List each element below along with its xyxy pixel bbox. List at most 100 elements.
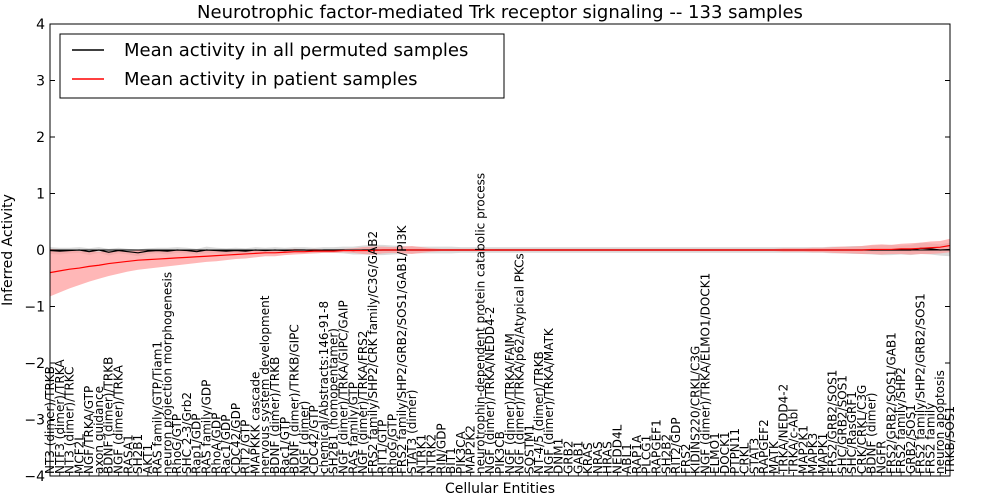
x-tick-label: SHC 2-3/Grb2 [180, 392, 194, 474]
x-tick-label: TRKA/c-Abl [786, 409, 800, 475]
x-tick-label: chemical/Abstracts:146-91-8 [317, 301, 331, 474]
series-line-patient [49, 244, 951, 274]
x-tick-label: MATK [767, 440, 781, 474]
x-tick-label: SQSTM1 [522, 424, 536, 474]
x-tick-label: NEDD4L [610, 424, 624, 474]
y-tick-label: −3 [24, 413, 45, 429]
x-tick-label: RhoG/GTP [385, 414, 399, 474]
x-tick-label: NRAS [591, 441, 605, 474]
x-tick-label: SH2B1 (homopentamer) [327, 328, 341, 474]
x-tick-label: RIT2/GTP [239, 420, 253, 474]
x-tick-label: NGF (dimer)/TRKA/FAIM [503, 333, 517, 474]
x-tick-label: NTRK2 [425, 434, 439, 474]
x-tick-label: KRAS [581, 442, 595, 474]
x-tick-label: NTF3 (dimer)/TRKA [53, 359, 67, 474]
x-tick-label: NGF (dimer)/TRKA/FRS2 [356, 331, 370, 474]
y-tick-label: 2 [36, 130, 45, 146]
x-tick-label: DNM1 [552, 438, 566, 474]
x-tick-label: NGF (dimer)/TRKA/ELMO1/DOCK1 [698, 273, 712, 474]
x-tick-label: NGF (dimer)/TRKA/MATK [542, 327, 556, 474]
x-tick-label: FRS2 family/SHP2 [894, 367, 908, 474]
x-tick-label: SH2B2 [659, 434, 673, 474]
x-tick-label: FRS2 family/SHP2/CRK family/C3G/GAB2 [366, 231, 380, 474]
x-tick-label: PIK3CA [454, 430, 468, 474]
x-tick-label: NGF (dimer) [297, 401, 311, 474]
y-tick-label: −2 [24, 356, 45, 372]
x-tick-label: MAPK3 [806, 433, 820, 474]
x-tick-label: FRS2 [679, 444, 693, 475]
y-axis-label: Inferred Activity [0, 194, 16, 306]
x-tick-label: FRS2 family/SHP2/GRB2/SOS1 [914, 293, 928, 474]
x-tick-label: STAT3 (dimer) [405, 390, 419, 474]
x-tick-label: PTPN11 [728, 428, 742, 474]
y-tick-label: −1 [24, 300, 45, 316]
legend-box [59, 33, 505, 99]
x-tick-label: TRKA/NEDD4-2 [777, 384, 791, 475]
x-tick-label: RhoG/GTP [170, 414, 184, 474]
x-tick-label: BDNF (dimer)/TRKB [268, 357, 282, 474]
legend: Mean activity in all permuted samples Mea… [59, 33, 505, 99]
x-tick-label: NGF (dimer)/TRKA/GIPC/GAIP [336, 300, 350, 474]
x-tick-label: FRS2/GRB2/SOS1/GAB1 [884, 332, 898, 474]
y-tick-label: 4 [36, 17, 45, 33]
x-tick-label: BDNF (dimer)/TRKB/GIPC [288, 324, 302, 474]
legend-label: Mean activity in patient samples [124, 69, 418, 90]
x-axis-label: Cellular Entities [445, 481, 555, 497]
x-tick-label: CDC42/GTP [307, 405, 321, 474]
x-tick-label: CRKL [738, 442, 752, 474]
x-tick-label: SHC/GRB2/SOS1 [835, 375, 849, 474]
x-tick-label: RAPGEF2 [757, 419, 771, 474]
x-tick-label: Rac1/GTP [278, 417, 292, 474]
x-tick-label: NGF/TRKA/GTP [82, 386, 96, 474]
x-tick-label: HRAS [601, 441, 615, 474]
x-tick-label: PLCG1 [640, 435, 654, 474]
x-tick-label: AKT1 [141, 444, 155, 474]
x-tick-label: CDC42/GDP [229, 403, 243, 474]
x-tick-label: MAP2K1 [796, 425, 810, 474]
x-tick-label: KIDINS220/CRKL/C3G [689, 346, 703, 474]
x-tick-label: RIN/GDP [434, 423, 448, 474]
x-tick-label: RIT1/GTP [376, 420, 390, 474]
legend-label: Mean activity in all permuted samples [124, 40, 468, 61]
x-tick-label: SHC/RasGRF1 [845, 391, 859, 474]
x-tick-label: axon guidance [92, 386, 106, 474]
x-tick-label: neurotrophin-dependent protein catabolic… [473, 173, 487, 474]
x-tick-label: nervous system development [258, 295, 272, 474]
x-tick-label: RhoA/GDP [209, 413, 223, 474]
x-tick-label: RAP1A [630, 434, 644, 474]
x-tick-label: PIK3CB [493, 431, 507, 474]
y-tick-label: 1 [36, 187, 45, 203]
x-tick-label: GRB2 [561, 440, 575, 474]
x-tick-label: NT-4/5 (dimer)/TRKB [532, 351, 546, 474]
x-tick-label: NGF (dimer)/TRKA/p62/Atypical PKCs [513, 253, 527, 474]
x-tick-label: GAB1 [571, 441, 585, 474]
x-tick-label: CRK/CRKL/C3G [855, 385, 869, 474]
x-tick-label: NT3 (dimer)/TRKC [63, 367, 77, 474]
x-tick-label: GRB2/SOS1 [904, 404, 918, 474]
x-tick-label: RAPGEF1 [650, 419, 664, 474]
x-tick-label: FRS2 family [923, 403, 937, 474]
x-tick-label: BDNF (dimer) [865, 393, 879, 475]
x-tick-label: MAPK1 [816, 433, 830, 474]
y-tick-label: 0 [36, 243, 45, 259]
x-tick-label: RASA1 [121, 434, 135, 474]
x-tick-label: STAT3 [747, 438, 761, 474]
x-tick-label: NGF (dimer)/TRKA/NEDD4-2 [483, 306, 497, 474]
x-tick-label: MAPKKK cascade [248, 372, 262, 474]
x-tick-label: NTRK1 [415, 434, 429, 474]
x-tick-label: ABL1 [620, 443, 634, 474]
x-tick-label: BDNF (dimer)/TRKB [102, 357, 116, 474]
x-tick-label: ELMO1 [708, 432, 722, 474]
x-tick-label: RAS family/GDP [200, 380, 214, 474]
x-tick-label: SH2B1 [131, 434, 145, 474]
x-tick-label: neuron apoptosis [933, 370, 947, 474]
y-tick-label: 3 [36, 74, 45, 90]
x-tick-label: NGFR [875, 440, 889, 474]
x-tick-label: RAS family/GTP/Tiam1 [151, 341, 165, 474]
x-tick-label: Rac1/GDP [219, 415, 233, 474]
x-tick-label: neuron projection morphogenesis [160, 272, 174, 474]
x-tick-label: NGF (dimer)/TRKA [111, 364, 125, 474]
